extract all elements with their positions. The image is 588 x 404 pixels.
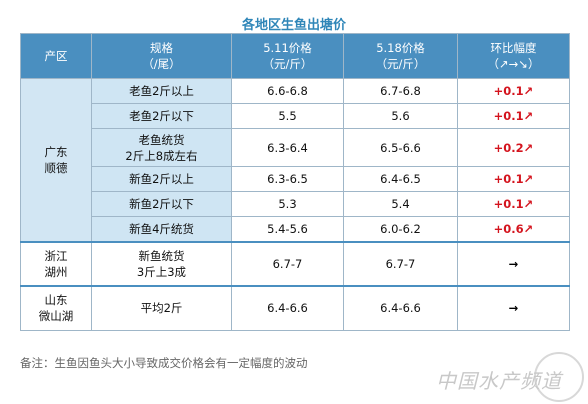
price-518-cell: 5.6 bbox=[343, 103, 458, 129]
price-518-cell: 6.0-6.2 bbox=[343, 216, 458, 243]
change-cell: → bbox=[457, 241, 570, 287]
price-518-cell: 6.4-6.6 bbox=[343, 285, 458, 331]
region-cell: 浙江 湖州 bbox=[20, 241, 92, 287]
header-change: 环比幅度 （↗→↘） bbox=[457, 33, 570, 79]
spec-cell: 新鱼4斤统货 bbox=[91, 216, 232, 243]
price-511-cell: 6.6-6.8 bbox=[231, 78, 344, 104]
table-row: 浙江 湖州 新鱼统货 3斤上3成 6.7-7 6.7-7 → bbox=[20, 241, 570, 287]
watermark-logo-icon bbox=[534, 352, 584, 402]
spec-cell: 老鱼2斤以下 bbox=[91, 103, 232, 129]
header-spec: 规格 （/尾） bbox=[91, 33, 232, 79]
table-row: 新鱼2斤以下 5.3 5.4 +0.1↗ bbox=[21, 191, 570, 217]
spec-cell: 老鱼统货 2斤上8成左右 bbox=[91, 128, 232, 167]
header-price-511: 5.11价格 （元/斤） bbox=[231, 33, 344, 79]
region-cell: 山东 微山湖 bbox=[20, 285, 92, 331]
change-cell: +0.6↗ bbox=[457, 216, 570, 243]
table-row: 老鱼统货 2斤上8成左右 6.3-6.4 6.5-6.6 +0.2↗ bbox=[21, 128, 570, 167]
price-511-cell: 6.4-6.6 bbox=[231, 285, 344, 331]
region-cell: 广东 顺德 bbox=[20, 78, 92, 243]
price-518-cell: 6.7-7 bbox=[343, 241, 458, 287]
spec-cell: 新鱼统货 3斤上3成 bbox=[91, 241, 232, 287]
table-row: 山东 微山湖 平均2斤 6.4-6.6 6.4-6.6 → bbox=[20, 285, 570, 331]
change-cell: +0.1↗ bbox=[457, 103, 570, 129]
footnote-label: 备注： bbox=[20, 356, 55, 370]
price-518-cell: 6.5-6.6 bbox=[343, 128, 458, 167]
change-cell: +0.1↗ bbox=[457, 78, 570, 104]
header-price-518: 5.18价格 （元/斤） bbox=[343, 33, 458, 79]
table-row: 广东 顺德 老鱼2斤以上 6.6-6.8 6.7-6.8 +0.1↗ bbox=[20, 78, 570, 243]
spec-cell: 老鱼2斤以上 bbox=[91, 78, 232, 104]
watermark: 中国水产频道 bbox=[436, 369, 562, 393]
change-cell: → bbox=[457, 285, 570, 331]
header-row: 产区 规格 （/尾） 5.11价格 （元/斤） 5.18价格 （元/斤） 环比幅度 （↗… bbox=[20, 33, 570, 79]
price-511-cell: 6.3-6.4 bbox=[231, 128, 344, 167]
price-518-cell: 6.4-6.5 bbox=[343, 166, 458, 192]
price-table: 产区 规格 （/尾） 5.11价格 （元/斤） 5.18价格 （元/斤） 环比幅度 （↗… bbox=[20, 33, 570, 331]
spec-cell: 新鱼2斤以下 bbox=[91, 191, 232, 217]
price-518-cell: 6.7-6.8 bbox=[343, 78, 458, 104]
table-row: 新鱼2斤以上 6.3-6.5 6.4-6.5 +0.1↗ bbox=[21, 166, 570, 192]
table-row: 老鱼2斤以下 5.5 5.6 +0.1↗ bbox=[21, 103, 570, 129]
spec-cell: 平均2斤 bbox=[91, 285, 232, 331]
header-region: 产区 bbox=[20, 33, 92, 79]
change-cell: +0.1↗ bbox=[457, 166, 570, 192]
spec-cell: 新鱼2斤以上 bbox=[91, 166, 232, 192]
price-511-cell: 6.7-7 bbox=[231, 241, 344, 287]
price-511-cell: 5.4-5.6 bbox=[231, 216, 344, 243]
table-title: 各地区生鱼出塘价 bbox=[241, 18, 346, 33]
change-cell: +0.2↗ bbox=[457, 128, 570, 167]
table-row: 新鱼4斤统货 5.4-5.6 6.0-6.2 +0.6↗ bbox=[21, 216, 570, 243]
price-511-cell: 6.3-6.5 bbox=[231, 166, 344, 192]
change-cell: +0.1↗ bbox=[457, 191, 570, 217]
price-511-cell: 5.5 bbox=[231, 103, 344, 129]
footnote-text: 生鱼因鱼头大小导致成交价格会有一定幅度的波动 bbox=[54, 356, 308, 370]
price-511-cell: 5.3 bbox=[231, 191, 344, 217]
price-518-cell: 5.4 bbox=[343, 191, 458, 217]
footnote: 备注：生鱼因鱼头大小导致成交价格会有一定幅度的波动 bbox=[20, 355, 308, 371]
